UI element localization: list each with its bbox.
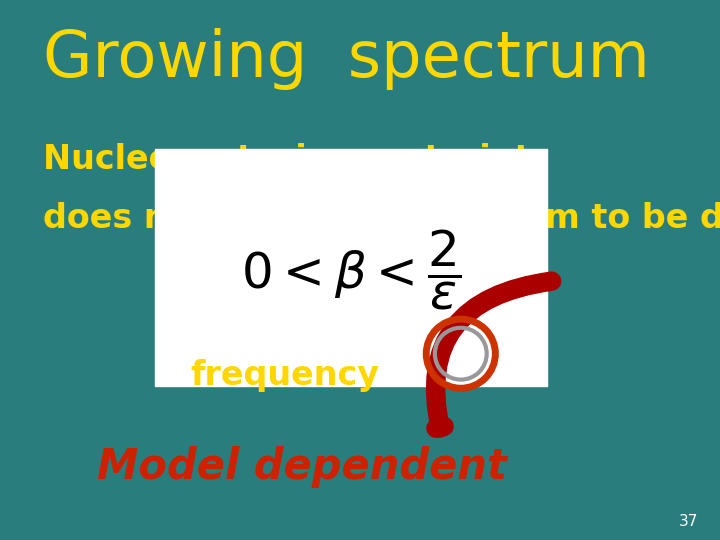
Text: $0 < \beta < \dfrac{2}{\varepsilon}$: $0 < \beta < \dfrac{2}{\varepsilon}$ — [241, 228, 462, 312]
Text: Model dependent: Model dependent — [97, 446, 508, 488]
Text: 37: 37 — [679, 514, 698, 529]
Text: Growing  spectrum: Growing spectrum — [43, 29, 650, 90]
Text: frequency: frequency — [191, 359, 380, 392]
FancyBboxPatch shape — [155, 148, 547, 386]
Text: Nucleosyntesis constraint: Nucleosyntesis constraint — [43, 143, 531, 176]
Text: does not allow the spectrum to be decreasing with: does not allow the spectrum to be decrea… — [43, 202, 720, 235]
